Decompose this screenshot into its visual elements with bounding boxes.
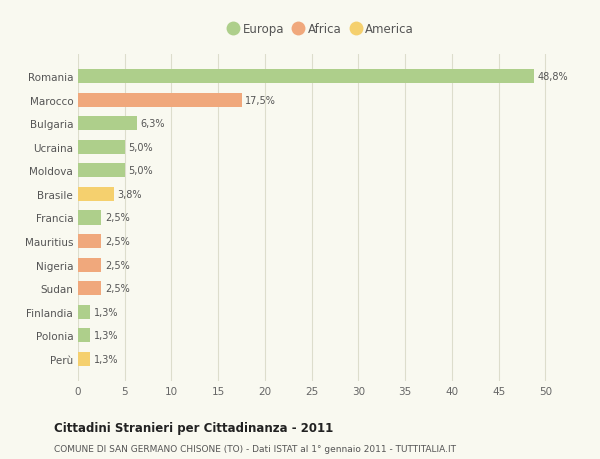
Text: 2,5%: 2,5%	[105, 284, 130, 294]
Bar	[78, 258, 101, 272]
Bar	[78, 329, 90, 343]
Bar	[78, 305, 90, 319]
Text: 1,3%: 1,3%	[94, 330, 118, 341]
Legend: Europa, Africa, America: Europa, Africa, America	[224, 19, 418, 41]
Text: 48,8%: 48,8%	[538, 72, 568, 82]
Bar	[78, 70, 534, 84]
Bar	[78, 235, 101, 249]
Text: 2,5%: 2,5%	[105, 260, 130, 270]
Bar	[78, 211, 101, 225]
Text: 1,3%: 1,3%	[94, 307, 118, 317]
Bar	[78, 93, 242, 107]
Text: COMUNE DI SAN GERMANO CHISONE (TO) - Dati ISTAT al 1° gennaio 2011 - TUTTITALIA.: COMUNE DI SAN GERMANO CHISONE (TO) - Dat…	[54, 444, 456, 453]
Text: Cittadini Stranieri per Cittadinanza - 2011: Cittadini Stranieri per Cittadinanza - 2…	[54, 421, 333, 434]
Text: 1,3%: 1,3%	[94, 354, 118, 364]
Text: 17,5%: 17,5%	[245, 95, 276, 106]
Bar	[78, 140, 125, 155]
Bar	[78, 281, 101, 296]
Text: 6,3%: 6,3%	[140, 119, 165, 129]
Bar	[78, 187, 113, 202]
Text: 5,0%: 5,0%	[128, 142, 153, 152]
Text: 2,5%: 2,5%	[105, 213, 130, 223]
Text: 3,8%: 3,8%	[117, 190, 142, 200]
Text: 2,5%: 2,5%	[105, 236, 130, 246]
Text: 5,0%: 5,0%	[128, 166, 153, 176]
Bar	[78, 164, 125, 178]
Bar	[78, 352, 90, 366]
Bar	[78, 117, 137, 131]
